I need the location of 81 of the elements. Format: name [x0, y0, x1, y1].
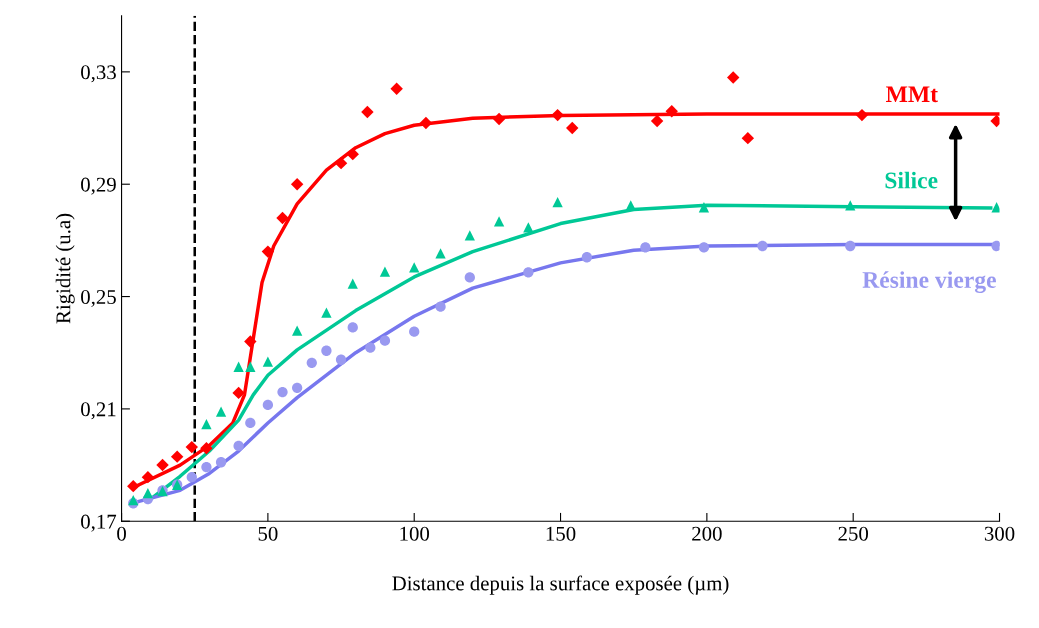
point [390, 82, 403, 95]
series-label: Silice [885, 171, 938, 189]
point [186, 472, 197, 483]
point [277, 386, 288, 398]
point [201, 418, 212, 430]
series-label: MMt [886, 86, 938, 103]
point [292, 382, 303, 393]
x-tick-label: 250 [838, 526, 869, 541]
point [244, 335, 257, 348]
x-tick-label: 100 [400, 526, 430, 541]
point [233, 440, 244, 452]
point [379, 266, 391, 277]
x-tick-label: 50 [258, 526, 278, 541]
point [551, 108, 564, 122]
point [127, 479, 140, 493]
point [306, 357, 317, 368]
point [200, 442, 213, 455]
point [292, 325, 303, 336]
point [346, 147, 359, 161]
point [726, 71, 740, 84]
point [185, 440, 199, 454]
x-axis-title: Distance depuis la surface exposée (µm) [392, 575, 729, 595]
point [365, 342, 376, 353]
point [493, 216, 505, 227]
x-tick-label: 0 [117, 526, 126, 541]
point [523, 267, 534, 278]
point [741, 131, 755, 145]
point [347, 278, 358, 289]
point [276, 211, 289, 225]
point [757, 240, 768, 252]
point [245, 417, 256, 429]
point [262, 399, 274, 411]
point [552, 197, 563, 208]
point [141, 470, 155, 484]
y-axis-title: Rigidité (u.a) [55, 213, 75, 324]
point [361, 105, 374, 119]
point [215, 406, 227, 417]
point [855, 108, 869, 122]
point [379, 335, 391, 346]
y-tick-label: 0,33 [81, 65, 116, 83]
point [698, 242, 710, 253]
y-tick-label: 0,25 [81, 289, 116, 307]
point [435, 301, 446, 312]
point [581, 252, 593, 263]
point [845, 240, 856, 252]
point [334, 156, 348, 170]
point [261, 245, 275, 258]
point [215, 457, 227, 468]
point [464, 272, 475, 283]
point [321, 307, 332, 318]
point [650, 114, 664, 128]
point [156, 458, 169, 472]
point [170, 450, 184, 463]
x-tick-label: 150 [546, 526, 576, 541]
point [245, 361, 256, 372]
point [347, 322, 358, 333]
point [321, 345, 332, 356]
point [409, 326, 420, 337]
point [419, 116, 433, 130]
point [698, 202, 710, 213]
point [201, 461, 212, 473]
point [640, 242, 651, 253]
y-tick-label: 0,29 [81, 177, 116, 195]
y-tick-label: 0,17 [81, 514, 117, 532]
x-tick-label: 300 [984, 526, 1015, 541]
series-label: Résine vierge [862, 271, 996, 293]
y-tick-label: 0,21 [81, 402, 116, 420]
point [991, 202, 1000, 213]
point [665, 104, 678, 118]
point [233, 361, 244, 372]
point [566, 121, 579, 135]
x-tick-label: 200 [692, 526, 722, 541]
point [232, 386, 245, 400]
point [290, 178, 304, 191]
point [991, 240, 1000, 252]
point [262, 356, 274, 367]
point [335, 354, 347, 365]
point [142, 488, 154, 499]
point [492, 112, 506, 126]
point [435, 248, 446, 259]
point [523, 222, 534, 233]
